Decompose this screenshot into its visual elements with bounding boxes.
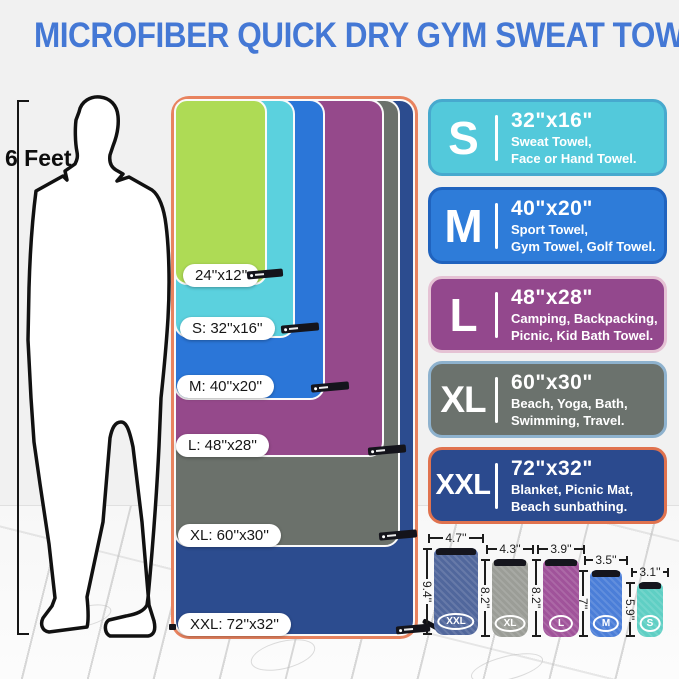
size-label-xxl: XXL: 72''x32'' [178, 613, 292, 636]
width-value: 4.7'' [445, 531, 467, 545]
width-value: 4.3'' [499, 542, 521, 556]
folded-size-badge: XL [494, 615, 526, 632]
towel-edge-band [545, 559, 577, 566]
panel-letter: XXL [435, 469, 491, 501]
folded-size-badge: XXL [437, 613, 475, 630]
width-value: 3.1'' [639, 565, 661, 579]
panel-use-line2: Gym Towel, Golf Towel. [511, 238, 656, 254]
panel-size-m: M 40"x20" Sport Towel, Gym Towel, Golf T… [428, 187, 667, 264]
person-height-label: 6 Feet [5, 145, 72, 171]
panel-use-line1: Blanket, Picnic Mat, [511, 482, 634, 498]
panel-letter: XL [440, 379, 486, 420]
size-label-m: M: 40''x20'' [177, 375, 275, 398]
panel-dimensions: 32"x16" [511, 109, 593, 133]
folded-towel-m: M [590, 570, 622, 637]
towel-edge-band [494, 559, 526, 566]
panel-divider [495, 291, 498, 338]
height-marker-xxl: 9.4'' [420, 548, 434, 636]
panel-use-line2: Picnic, Kid Bath Towel. [511, 327, 654, 343]
panel-use-line2: Swimming, Travel. [511, 412, 625, 428]
height-value: 5.9'' [623, 598, 637, 621]
size-label-s: S: 32''x16'' [180, 317, 275, 340]
folded-towel-l: L [543, 559, 579, 637]
panel-size-l: L 48"x28" Camping, Backpacking, Picnic, … [428, 276, 667, 353]
width-value: 3.9'' [550, 542, 572, 556]
panel-use-line1: Sweat Towel, [511, 134, 592, 150]
wood-grain-swirl [468, 647, 546, 679]
wood-grain-swirl [247, 633, 319, 677]
panel-divider [495, 376, 498, 423]
brand-tag-icon [169, 624, 176, 630]
panel-letter: L [449, 288, 477, 341]
size-label-l: L: 48''x28'' [176, 434, 270, 457]
panel-size-xxl: XXL 72"x32" Blanket, Picnic Mat, Beach s… [428, 447, 667, 524]
page-title: MICROFIBER QUICK DRY GYM SWEAT TOWEL [33, 16, 679, 55]
size-label-mini: 24''x12'' [183, 264, 260, 287]
panel-use-line2: Face or Hand Towel. [511, 150, 637, 166]
width-bracket-m: 3.5'' [584, 552, 629, 568]
measure-tick-top [17, 100, 29, 102]
width-bracket-s: 3.1'' [631, 564, 670, 580]
folded-size-badge: L [548, 615, 574, 632]
height-marker-s: 5.9'' [623, 582, 637, 638]
height-value: 8.2'' [478, 587, 492, 609]
panel-dimensions: 48"x28" [511, 286, 593, 310]
panel-size-s: S 32"x16" Sweat Towel, Face or Hand Towe… [428, 99, 667, 176]
panel-divider [495, 202, 498, 249]
measure-tick-bottom [17, 633, 29, 635]
panel-dimensions: 72"x32" [511, 457, 593, 481]
panel-use-line1: Beach, Yoga, Bath, [511, 396, 628, 412]
towel-edge-band [436, 548, 476, 555]
height-measure-line [17, 101, 19, 635]
height-marker-m: 7'' [576, 570, 590, 638]
panel-dimensions: 40"x20" [511, 197, 593, 221]
height-value: 8.2'' [529, 587, 543, 609]
height-marker-l: 8.2'' [529, 559, 543, 638]
size-label-xl: XL: 60''x30'' [178, 524, 282, 547]
panel-use-line1: Sport Towel, [511, 222, 589, 238]
folded-towel-s: S [637, 582, 663, 637]
panel-use-line1: Camping, Backpacking, [511, 311, 658, 327]
towel-edge-band [639, 582, 661, 589]
towel-edge-band [592, 570, 620, 577]
width-bracket-l: 3.9'' [537, 541, 586, 557]
panel-divider [495, 114, 498, 161]
flat-towel-mini [174, 99, 267, 285]
folded-towel-xxl: XXL [434, 548, 478, 635]
panel-divider [495, 462, 498, 509]
folded-size-badge: S [639, 615, 661, 632]
width-bracket-xxl: 4.7'' [428, 530, 485, 546]
panel-letter: M [444, 199, 482, 252]
panel-size-xl: XL 60"x30" Beach, Yoga, Bath, Swimming, … [428, 361, 667, 438]
folded-size-badge: M [592, 615, 620, 632]
width-bracket-xl: 4.3'' [486, 541, 535, 557]
height-value: 7'' [576, 597, 590, 610]
panel-dimensions: 60"x30" [511, 371, 593, 395]
person-outline [26, 95, 171, 638]
height-value: 9.4'' [420, 580, 434, 603]
height-marker-xl: 8.2'' [478, 559, 492, 638]
width-value: 3.5'' [595, 553, 617, 567]
panel-letter: S [448, 111, 479, 164]
panel-use-line2: Beach sunbathing. [511, 498, 628, 514]
folded-towel-xl: XL [492, 559, 528, 637]
